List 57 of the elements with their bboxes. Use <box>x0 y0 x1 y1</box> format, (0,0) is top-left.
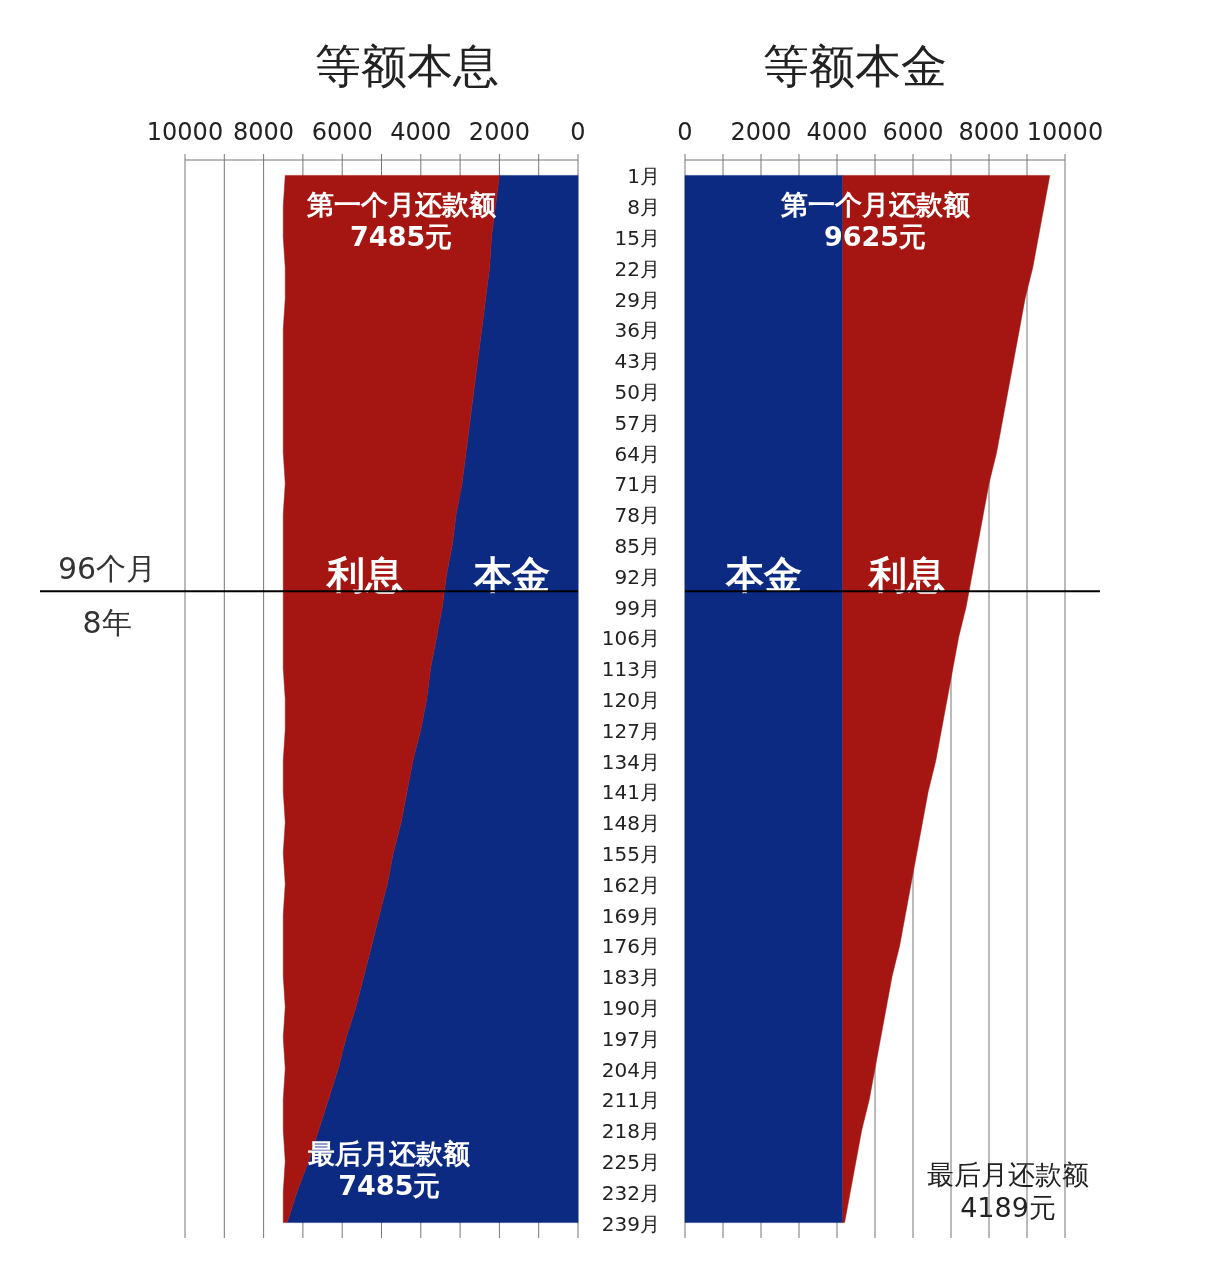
y-tick-label: 1月 <box>627 164 660 189</box>
y-tick-label: 176月 <box>601 934 660 959</box>
x-tick-label: 6000 <box>882 118 944 146</box>
y-tick-label: 169月 <box>601 903 660 928</box>
x-tick-label: 8000 <box>233 118 295 146</box>
y-tick-label: 113月 <box>601 657 660 682</box>
y-tick-label: 211月 <box>601 1088 660 1113</box>
x-tick-label: 0 <box>570 118 586 146</box>
series-label: 利息 <box>324 552 403 597</box>
text: 8年 <box>82 605 132 641</box>
y-tick-label: 204月 <box>601 1057 660 1082</box>
x-tick-label: 6000 <box>311 118 373 146</box>
x-tick-label: 2000 <box>730 118 792 146</box>
y-tick-label: 29月 <box>614 287 660 312</box>
y-tick-label: 134月 <box>601 749 660 774</box>
y-tick-label: 78月 <box>614 503 660 528</box>
y-tick-label: 50月 <box>614 380 660 404</box>
y-tick-label: 183月 <box>601 965 660 990</box>
series-label: 本金 <box>473 552 551 597</box>
y-tick-label: 43月 <box>614 349 660 374</box>
x-tick-label: 10000 <box>146 118 224 146</box>
y-tick-label: 190月 <box>601 996 660 1020</box>
y-tick-label: 71月 <box>614 472 660 497</box>
y-tick-label: 15月 <box>614 226 660 250</box>
y-tick-label: 85月 <box>614 534 660 558</box>
y-tick-label: 239月 <box>601 1211 660 1236</box>
y-tick-label: 225月 <box>601 1150 660 1174</box>
y-tick-label: 141月 <box>601 780 660 805</box>
x-tick-label: 4000 <box>390 118 452 146</box>
ref-line-label: 96个月 <box>57 551 157 587</box>
series-label: 利息 <box>867 552 946 597</box>
x-tick-label: 10000 <box>1026 118 1104 146</box>
x-tick-label: 2000 <box>468 118 530 146</box>
y-tick-label: 218月 <box>601 1119 660 1144</box>
y-tick-label: 120月 <box>601 688 660 712</box>
y-tick-label: 162月 <box>601 872 660 897</box>
annotation: 最后月还款额 4189元 <box>927 1159 1089 1223</box>
y-tick-label: 148月 <box>601 811 660 836</box>
y-tick-label: 64月 <box>614 441 660 466</box>
x-tick-label: 4000 <box>806 118 868 146</box>
y-tick-label: 36月 <box>614 318 660 343</box>
x-tick-label: 8000 <box>958 118 1020 146</box>
y-tick-label: 99月 <box>614 595 660 620</box>
y-tick-label: 22月 <box>614 256 660 281</box>
y-tick-label: 127月 <box>601 718 660 743</box>
series-label: 本金 <box>724 552 802 597</box>
y-tick-label: 57月 <box>614 410 660 435</box>
y-tick-label: 106月 <box>601 626 660 651</box>
x-tick-label: 0 <box>677 118 693 146</box>
y-tick-label: 232月 <box>601 1180 660 1205</box>
y-tick-label: 155月 <box>601 842 660 866</box>
chart-title: 等额本息 <box>314 39 499 93</box>
annotation: 第一个月还款额 7485元 <box>305 188 497 253</box>
y-tick-label: 8月 <box>627 195 660 220</box>
chart-title: 等额本金 <box>763 39 947 93</box>
y-tick-label: 197月 <box>601 1026 660 1051</box>
y-tick-label: 92月 <box>614 564 660 589</box>
